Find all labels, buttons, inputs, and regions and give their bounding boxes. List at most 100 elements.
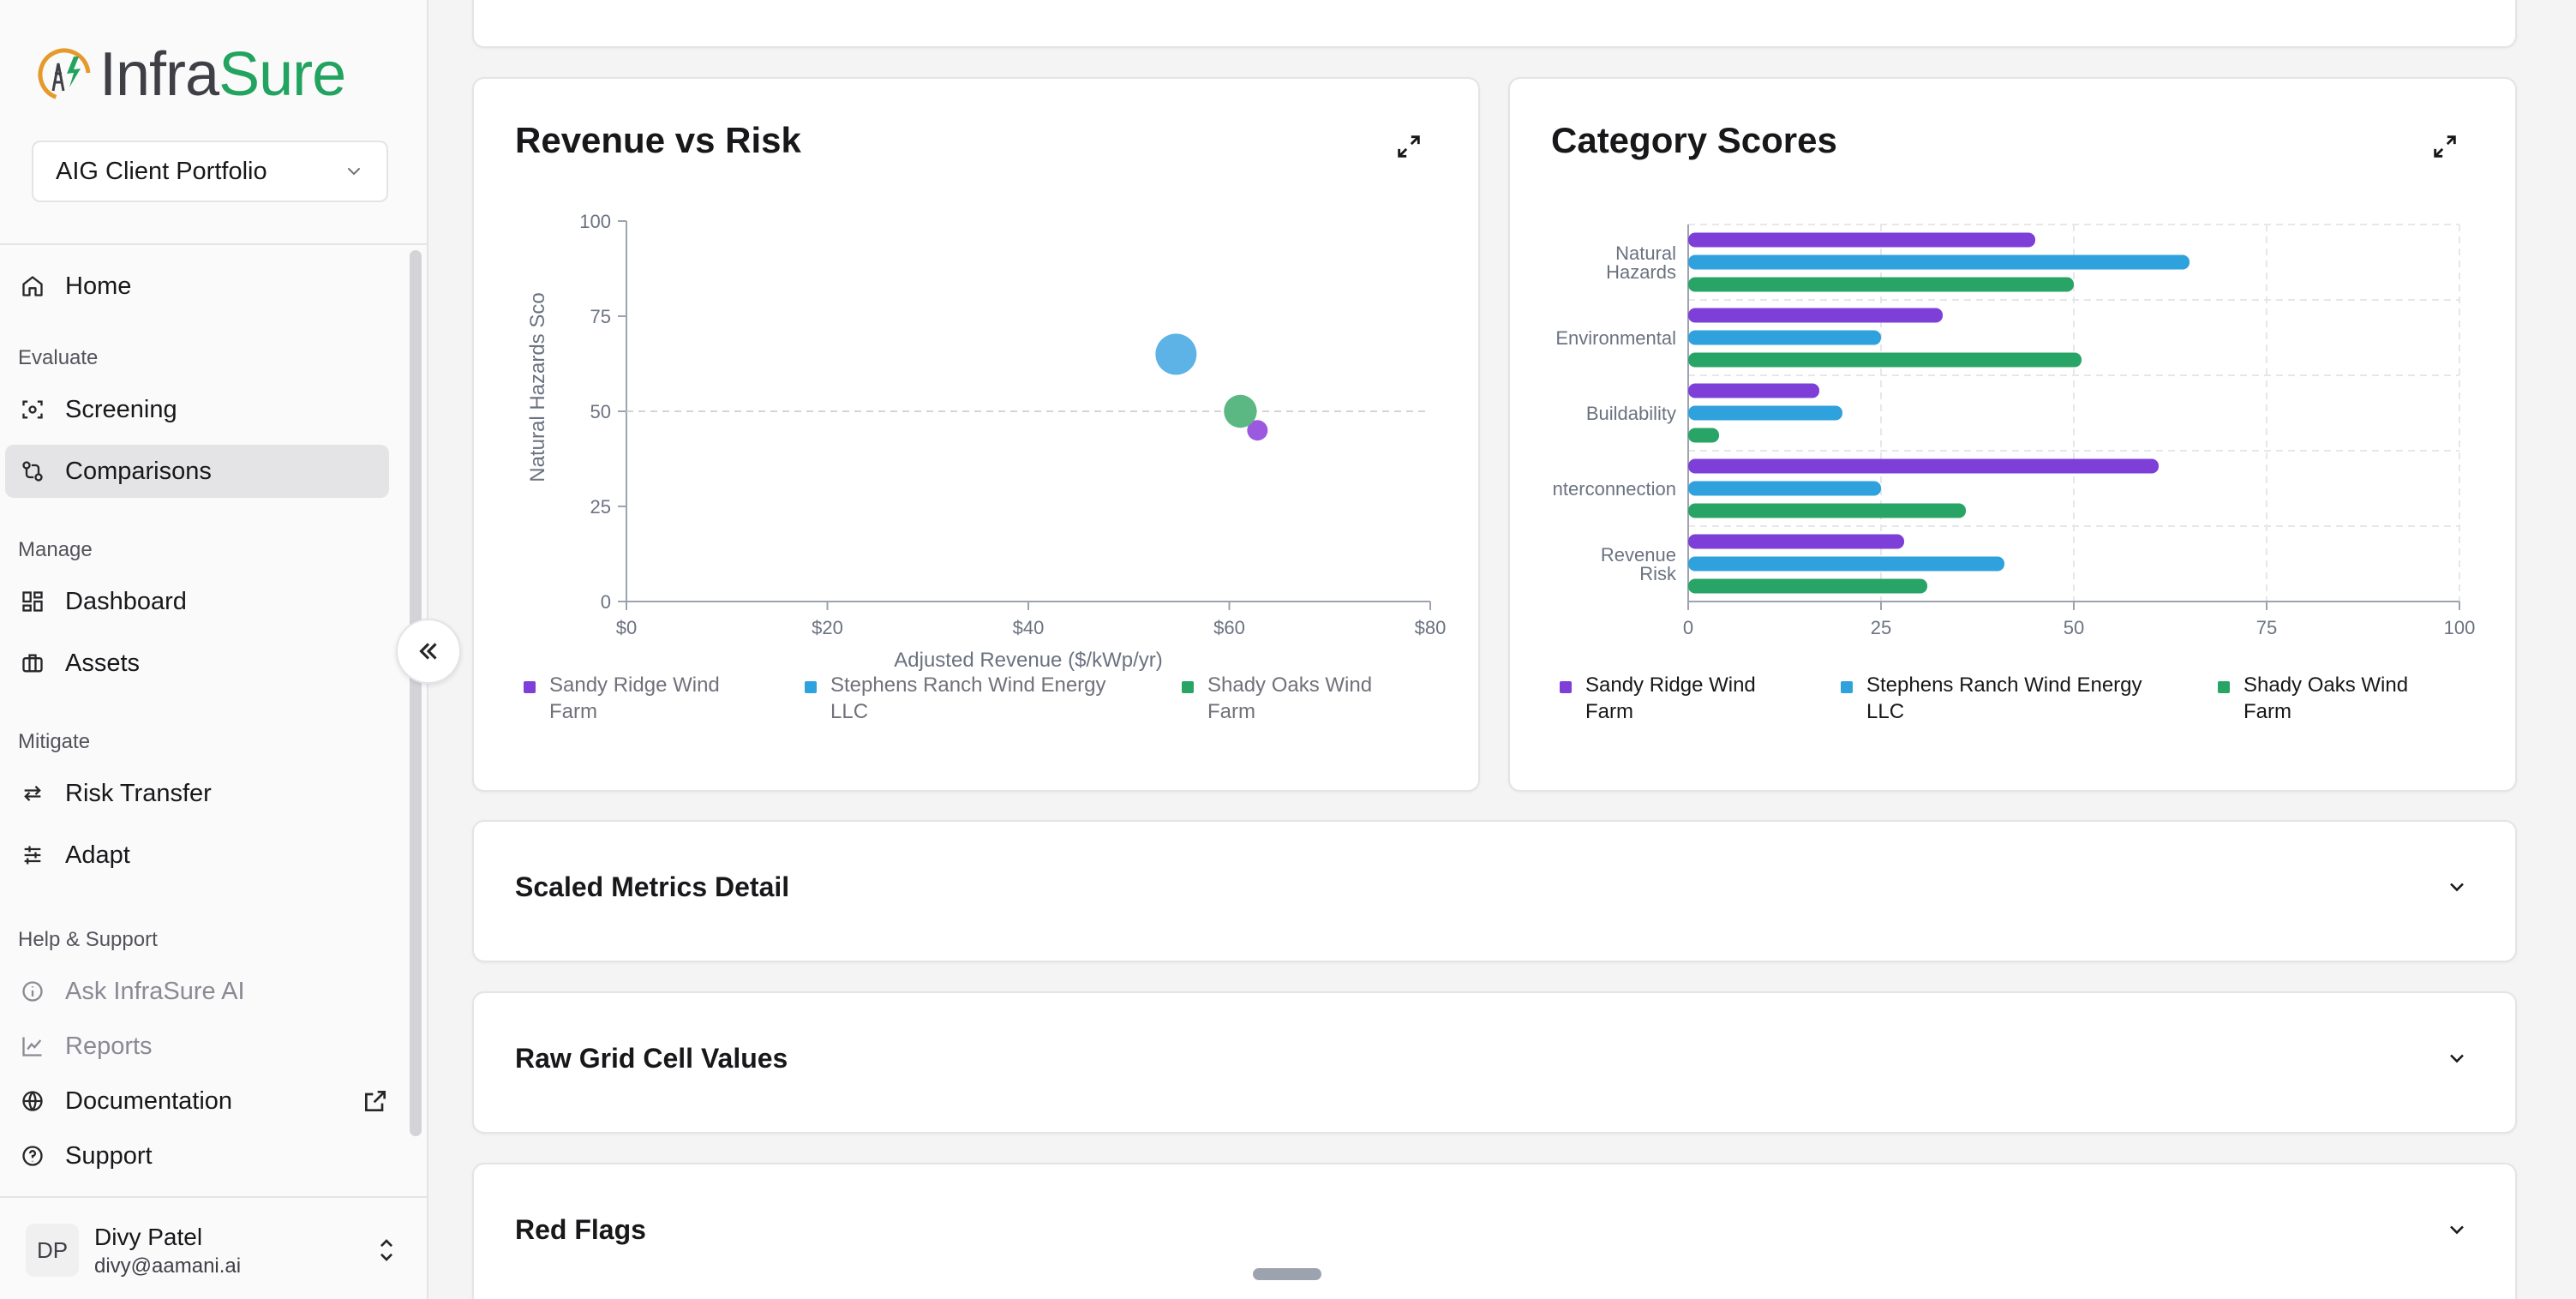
bar (1688, 458, 2159, 474)
portfolio-select-value: AIG Client Portfolio (56, 157, 267, 185)
legend-item[interactable]: Shady Oaks Wind Farm (1182, 672, 1439, 725)
bar (1688, 481, 1881, 496)
nav-screening-label: Screening (65, 395, 177, 423)
expand-icon[interactable] (2430, 132, 2459, 161)
portfolio-select[interactable]: AIG Client Portfolio (32, 141, 388, 202)
category-scores-legend: Sandy Ridge Wind Farm Stephens Ranch Wind… (1560, 672, 2475, 725)
nav-ask-ai[interactable]: Ask InfraSure AI (5, 965, 389, 1018)
nav-documentation-label: Documentation (65, 1086, 233, 1115)
avatar: DP (26, 1224, 79, 1277)
revenue-vs-risk-title: Revenue vs Risk (515, 120, 801, 160)
revenue-vs-risk-card: Revenue vs Risk 0 25 50 75 100 $0 $20 $40 $60 $80… (472, 77, 1480, 792)
globe-icon (19, 1087, 46, 1115)
x-tick-label: $20 (812, 617, 843, 638)
sidebar-scrollbar[interactable] (410, 250, 422, 1136)
nav-screening[interactable]: Screening (5, 383, 389, 436)
info-icon (19, 978, 46, 1005)
x-tick-label: $0 (616, 617, 637, 638)
nav-adapt[interactable]: Adapt (5, 829, 389, 882)
nav-risk-transfer[interactable]: Risk Transfer (5, 767, 389, 820)
nav-home[interactable]: Home (5, 260, 389, 313)
nav-risk-transfer-label: Risk Transfer (65, 779, 212, 807)
briefcase-icon (19, 650, 46, 677)
infrasure-logo[interactable]: InfraSure (34, 44, 346, 105)
y-axis-label: Natural Hazards Sco (526, 292, 549, 482)
legend-item[interactable]: Stephens Ranch Wind Energy LLC (1841, 672, 2218, 725)
bar (1688, 277, 2074, 292)
chart-line-icon (19, 1033, 46, 1060)
expand-icon[interactable] (1394, 132, 1423, 161)
category-label: Natural Hazards (1606, 242, 1676, 283)
red-flags-title: Red Flags (515, 1214, 646, 1245)
revenue-vs-risk-legend: Sandy Ridge Wind Farm Stephens Ranch Wind… (524, 672, 1439, 725)
bar (1688, 578, 1927, 594)
x-tick-label: 25 (1871, 617, 1891, 638)
red-flags-section[interactable]: Red Flags (472, 1163, 2517, 1299)
chevron-down-icon[interactable] (2445, 875, 2469, 899)
category-label-line: Hazards (1606, 261, 1676, 283)
nav-assets[interactable]: Assets (5, 637, 389, 690)
logo-icon (38, 48, 91, 101)
scatter-point (1224, 394, 1257, 428)
x-tick-label: 50 (2064, 617, 2084, 638)
user-email: divy@aamani.ai (94, 1254, 242, 1278)
y-tick-label: 75 (590, 306, 611, 327)
nav-documentation[interactable]: Documentation (5, 1075, 389, 1128)
legend-label: Stephens Ranch Wind Energy LLC (1866, 673, 2142, 723)
legend-swatch (2218, 681, 2230, 693)
legend-item[interactable]: Stephens Ranch Wind Energy LLC (805, 672, 1182, 725)
category-label: Interconnection (1548, 478, 1676, 500)
scatter-point (1155, 333, 1197, 375)
bar (1688, 383, 1819, 398)
nav-reports[interactable]: Reports (5, 1020, 389, 1073)
nav-dashboard-label: Dashboard (65, 587, 187, 615)
legend-item[interactable]: Sandy Ridge Wind Farm (1560, 672, 1841, 725)
section-mitigate: Mitigate (18, 730, 91, 753)
chevron-down-icon[interactable] (2445, 1218, 2469, 1242)
transfer-icon (19, 780, 46, 807)
bar (1688, 503, 1966, 518)
category-label: Environmental (1555, 327, 1676, 349)
bar (1688, 556, 2004, 572)
nav-support[interactable]: Support (5, 1129, 389, 1182)
user-menu[interactable]: DP Divy Patel divy@aamani.ai (0, 1196, 428, 1299)
user-name: Divy Patel (94, 1224, 203, 1250)
bar (1688, 352, 2082, 368)
legend-label: Shady Oaks Wind Farm (1207, 673, 1373, 723)
bar (1688, 308, 1943, 323)
scaled-metrics-section[interactable]: Scaled Metrics Detail (472, 820, 2517, 962)
top-card-partial (472, 0, 2517, 48)
legend-swatch (1841, 681, 1853, 693)
category-label-line: Environmental (1555, 327, 1676, 349)
x-tick-label: $60 (1213, 617, 1245, 638)
category-label: Buildability (1586, 403, 1676, 424)
collapse-sidebar-button[interactable] (396, 619, 461, 684)
legend-label: Sandy Ridge Wind Farm (549, 673, 720, 723)
chevron-down-icon (348, 168, 360, 176)
section-evaluate: Evaluate (18, 346, 99, 369)
x-axis-label: Adjusted Revenue ($/kWp/yr) (894, 649, 1162, 672)
divider (0, 243, 428, 245)
nav-adapt-label: Adapt (65, 841, 130, 869)
bar (1688, 232, 2035, 248)
nav-support-label: Support (65, 1141, 153, 1170)
compare-icon (19, 458, 46, 485)
y-tick-label: 50 (590, 401, 611, 422)
legend-item[interactable]: Shady Oaks Wind Farm (2218, 672, 2475, 725)
revenue-vs-risk-chart: 0 25 50 75 100 $0 $20 $40 $60 $80 Adjusted Revenue… (526, 211, 1446, 672)
nav-dashboard[interactable]: Dashboard (5, 575, 389, 628)
category-label-line: Interconnection (1548, 478, 1676, 500)
legend-item[interactable]: Sandy Ridge Wind Farm (524, 672, 805, 725)
y-tick-label: 100 (579, 211, 611, 232)
legend-label: Sandy Ridge Wind Farm (1585, 673, 1756, 723)
bar (1688, 254, 2190, 270)
chevron-down-icon[interactable] (2445, 1046, 2469, 1070)
category-label-line: Buildability (1586, 403, 1676, 424)
x-tick-label: $40 (1013, 617, 1045, 638)
legend-swatch (524, 681, 536, 693)
legend-swatch (805, 681, 817, 693)
raw-grid-section[interactable]: Raw Grid Cell Values (472, 991, 2517, 1134)
nav-comparisons[interactable]: Comparisons (5, 445, 389, 498)
nav-reports-label: Reports (65, 1032, 153, 1060)
scroll-handle[interactable] (1253, 1268, 1321, 1280)
